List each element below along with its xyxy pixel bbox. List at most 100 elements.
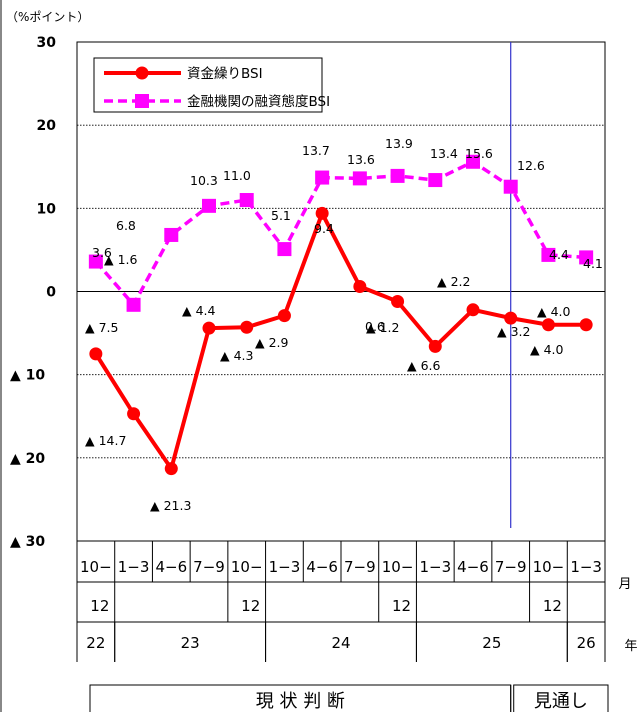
- x-tick-label: 7−9: [193, 558, 225, 576]
- data-point: [202, 321, 216, 335]
- data-label: ▲ 14.7: [85, 433, 126, 448]
- data-point: [428, 173, 443, 188]
- forecast-period-box: [513, 684, 609, 712]
- y-tick-label: ▲ 10: [10, 368, 45, 384]
- data-label: ▲ 4.4: [182, 303, 216, 318]
- year-label: 22: [86, 634, 105, 652]
- legend-box: [93, 57, 323, 113]
- x-tick-label: 10−: [80, 558, 112, 576]
- data-point: [541, 247, 556, 262]
- data-point: [504, 311, 518, 325]
- data-label: ▲ 1.2: [366, 320, 399, 335]
- data-label: 0.6: [365, 319, 385, 334]
- data-label: ▲ 6.6: [407, 358, 441, 373]
- actual-period-label: 現 状 判 断: [256, 691, 345, 712]
- y-tick-label: 0: [46, 285, 56, 301]
- data-point: [240, 320, 254, 334]
- data-label: 4.4: [549, 247, 569, 262]
- y-tick-label: 10: [37, 201, 57, 217]
- x-tick-label: 12: [392, 597, 411, 615]
- data-point: [277, 309, 291, 323]
- data-point: [579, 250, 594, 265]
- data-label: ▲ 2.2: [437, 274, 470, 289]
- data-point: [466, 303, 480, 317]
- y-tick-label: ▲ 20: [10, 451, 45, 467]
- data-point: [352, 171, 367, 186]
- data-label: 13.6: [347, 152, 375, 167]
- data-point: [164, 227, 179, 242]
- data-point: [315, 206, 329, 220]
- x-tick-label: 1−3: [570, 558, 602, 576]
- data-point: [390, 168, 405, 183]
- data-point: [466, 154, 480, 169]
- data-label: ▲ 4.0: [530, 342, 564, 357]
- data-point: [315, 170, 330, 185]
- data-point: [89, 347, 103, 361]
- data-label: 4.1: [583, 256, 603, 271]
- data-point: [88, 254, 103, 269]
- data-point: [579, 318, 593, 332]
- data-point: [164, 462, 178, 476]
- data-label: 12.6: [517, 158, 545, 173]
- x-tick-label: 4−6: [155, 558, 187, 576]
- data-point: [202, 198, 216, 213]
- y-unit-label: （%ポイント）: [6, 10, 89, 24]
- x-tick-label: 1−3: [269, 558, 301, 576]
- x-tick-label: 7−9: [495, 558, 527, 576]
- data-label: 15.6: [465, 146, 493, 161]
- year-axis-label: 年: [624, 639, 637, 654]
- data-label: 11.0: [223, 168, 251, 183]
- data-point: [428, 339, 442, 353]
- x-tick-label: 7−9: [344, 558, 376, 576]
- year-label: 23: [181, 634, 200, 652]
- data-label: 9.4: [314, 221, 334, 236]
- forecast-period-label: 見通し: [534, 691, 588, 712]
- data-label: ▲ 7.5: [85, 320, 118, 335]
- data-label: ▲ 1.6: [104, 252, 138, 267]
- legend-label-funding: 資金繰りBSI: [187, 66, 263, 82]
- x-tick-label: 12: [241, 597, 260, 615]
- y-tick-label: 30: [37, 35, 57, 51]
- x-tick-label: 1−3: [118, 558, 150, 576]
- year-label: 26: [577, 634, 596, 652]
- data-label: ▲ 4.0: [537, 304, 571, 319]
- x-tick-label: 10−: [231, 558, 263, 576]
- data-point: [239, 193, 254, 208]
- data-point: [391, 294, 405, 308]
- y-tick-label: 20: [37, 118, 57, 134]
- data-point: [541, 318, 555, 332]
- actual-period-box: [89, 684, 512, 712]
- data-label: ▲ 2.9: [255, 335, 289, 350]
- data-point: [353, 280, 367, 294]
- data-point: [127, 407, 141, 421]
- data-label: ▲ 21.3: [150, 498, 191, 513]
- data-point: [126, 297, 141, 312]
- data-label: 6.8: [116, 218, 136, 233]
- year-label: 25: [482, 634, 501, 652]
- month-axis-label: 月: [618, 577, 631, 592]
- legend-marker-lending: [135, 94, 149, 108]
- data-label: ▲ 4.3: [220, 348, 253, 363]
- x-tick-label: 12: [90, 597, 109, 615]
- legend-label-lending: 金融機関の融資態度BSI: [187, 94, 330, 110]
- x-tick-label: 10−: [533, 558, 565, 576]
- legend-marker-funding: [135, 66, 149, 80]
- data-label: ▲ 3.2: [497, 324, 530, 339]
- data-point: [503, 179, 518, 194]
- data-label: 5.1: [271, 208, 291, 223]
- data-label: 13.7: [302, 143, 330, 158]
- series-line-funding: [94, 211, 587, 471]
- x-tick-label: 10−: [382, 558, 414, 576]
- y-tick-label: ▲ 30: [10, 534, 45, 550]
- data-label: 13.9: [385, 136, 413, 151]
- x-tick-label: 4−6: [306, 558, 338, 576]
- year-label: 24: [331, 634, 350, 652]
- data-label: 3.6: [92, 245, 112, 260]
- data-label: 10.3: [190, 173, 218, 188]
- data-point: [277, 242, 292, 257]
- x-tick-label: 12: [543, 597, 562, 615]
- x-tick-label: 1−3: [419, 558, 451, 576]
- x-tick-label: 4−6: [457, 558, 489, 576]
- data-label: 13.4: [430, 146, 458, 161]
